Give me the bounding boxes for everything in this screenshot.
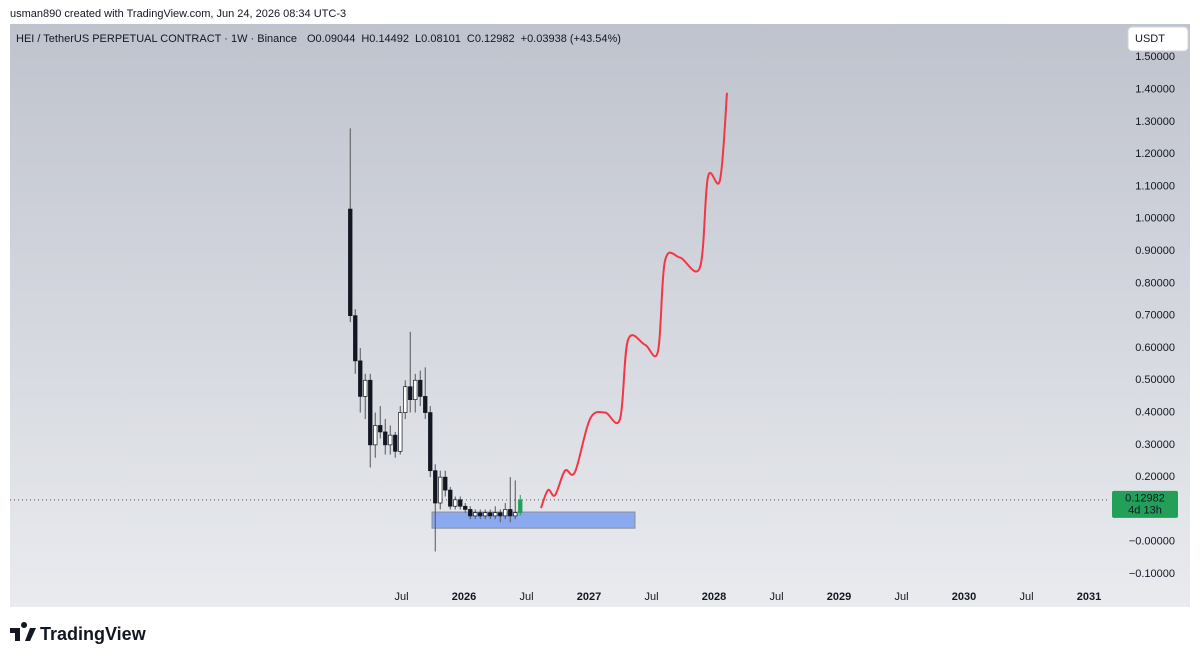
y-tick-label: 1.30000 [1135, 116, 1175, 128]
candle-body [463, 505, 468, 510]
candle-body [438, 476, 443, 504]
ohlc-value: 0.12982 [475, 33, 515, 45]
candle-body [458, 499, 463, 507]
ohlc-label: C [467, 33, 475, 45]
logo-text: TradingView [40, 624, 147, 644]
ohlc-label: O [307, 33, 316, 45]
y-tick-label: 1.00000 [1135, 213, 1175, 225]
x-tick-label: 2026 [452, 591, 476, 603]
y-tick-label: 0.40000 [1135, 406, 1175, 418]
candle-body [443, 476, 448, 491]
support-zone [431, 511, 636, 529]
y-tick-label: 1.40000 [1135, 83, 1175, 95]
credit: usman890 created with TradingView.com, J… [10, 8, 346, 20]
projection-line [540, 92, 728, 509]
symbol-legend: HEI / TetherUS PERPETUAL CONTRACT · 1W ·… [16, 33, 621, 45]
x-tick-label: 2030 [952, 591, 976, 603]
candle-body [503, 509, 508, 517]
candle-body [453, 499, 458, 507]
candle-body [483, 512, 488, 517]
candle-body [433, 470, 438, 504]
candle-body [498, 512, 503, 517]
candle-body [348, 208, 353, 317]
candle-body [448, 489, 453, 507]
candle-body [368, 379, 373, 446]
candle-body [468, 509, 473, 517]
logo-icon [10, 622, 36, 641]
x-tick-label: 2028 [702, 591, 726, 603]
candle-body [478, 512, 483, 517]
y-tick-label: 0.70000 [1135, 310, 1175, 322]
candle-body [473, 512, 478, 517]
x-tick-label: Jul [519, 591, 533, 603]
ohlc-value: 0.08101 [421, 33, 461, 45]
candle-body [353, 315, 358, 362]
candle-body [423, 396, 428, 413]
currency-button[interactable] [1127, 26, 1189, 52]
price-label-box [1112, 490, 1178, 518]
candle-body [408, 386, 413, 400]
plot: −0.10000−0.000000.100000.200000.300000.4… [10, 51, 1178, 603]
ohlc-label: H [361, 33, 369, 45]
y-tick-label: 0.90000 [1135, 245, 1175, 257]
candle-body [363, 379, 368, 397]
x-tick-label: Jul [1019, 591, 1033, 603]
x-tick-label: 2031 [1077, 591, 1101, 603]
x-tick-label: Jul [394, 591, 408, 603]
candle-body [493, 512, 498, 517]
candle-body [508, 509, 513, 517]
ohlc-value: 0.14492 [369, 33, 409, 45]
candle-body [398, 412, 403, 452]
x-tick-label: Jul [644, 591, 658, 603]
candle-body [488, 512, 493, 517]
y-tick-label: 0.80000 [1135, 277, 1175, 289]
candle-body [358, 360, 363, 397]
x-tick-label: 2029 [827, 591, 851, 603]
x-tick-label: Jul [894, 591, 908, 603]
logo: TradingView [10, 622, 147, 644]
currency-label[interactable]: USDT [1135, 33, 1165, 45]
candle-body [393, 434, 398, 452]
price-label: 0.12982 [1125, 493, 1165, 505]
countdown: 4d 13h [1128, 505, 1162, 517]
candle-body [518, 499, 523, 513]
candle-body [428, 412, 433, 472]
y-tick-label: 0.20000 [1135, 471, 1175, 483]
y-tick-label: 0.30000 [1135, 439, 1175, 451]
candle-body [378, 425, 383, 433]
y-tick-label: −0.10000 [1129, 568, 1175, 580]
y-tick-label: 0.50000 [1135, 374, 1175, 386]
candle-body [513, 512, 518, 517]
candle-body [383, 431, 388, 446]
symbol: HEI / TetherUS PERPETUAL CONTRACT · 1W ·… [16, 33, 297, 45]
candle-body [373, 425, 378, 446]
change: +0.03938 (+43.54%) [521, 33, 621, 45]
candle-body [388, 434, 393, 446]
ohlc-label: L [415, 33, 421, 45]
y-tick-label: 1.10000 [1135, 180, 1175, 192]
y-tick-label: 1.50000 [1135, 51, 1175, 63]
y-tick-label: −0.00000 [1129, 536, 1175, 548]
chart-background [10, 24, 1190, 607]
ohlc-value: 0.09044 [316, 33, 356, 45]
y-tick-label: 0.60000 [1135, 342, 1175, 354]
y-tick-label: 1.20000 [1135, 148, 1175, 160]
candle-body [418, 379, 423, 397]
candle-body [413, 379, 418, 400]
x-tick-label: Jul [769, 591, 783, 603]
candle-body [403, 386, 408, 413]
x-tick-label: 2027 [577, 591, 601, 603]
